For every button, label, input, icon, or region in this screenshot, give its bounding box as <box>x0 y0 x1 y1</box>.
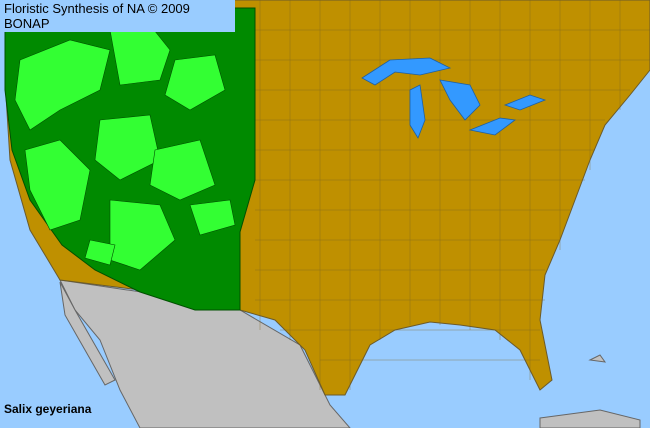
great-lakes <box>361 57 547 139</box>
county-lines <box>255 0 650 390</box>
county-present-patches <box>14 24 236 271</box>
species-label: Salix geyeriana <box>4 402 92 416</box>
map-title: Floristic Synthesis of NA © 2009 BONAP <box>0 0 235 32</box>
caribbean-islands <box>539 354 641 428</box>
baja-region <box>59 281 116 386</box>
